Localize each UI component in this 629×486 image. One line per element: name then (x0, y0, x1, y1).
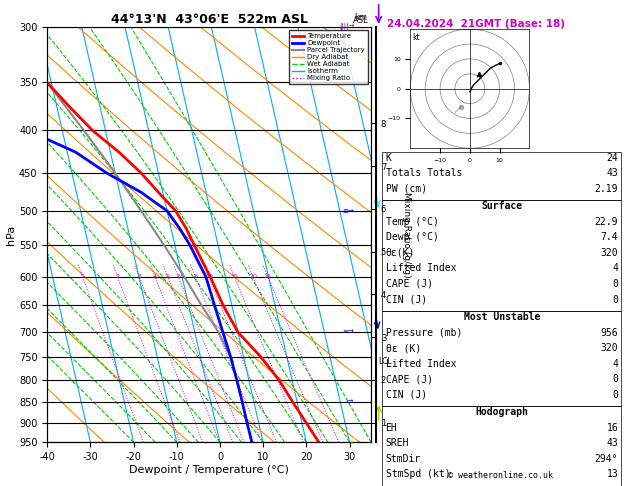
Text: PW (cm): PW (cm) (386, 184, 426, 194)
Text: 4: 4 (613, 359, 618, 369)
X-axis label: Dewpoint / Temperature (°C): Dewpoint / Temperature (°C) (129, 465, 289, 475)
Text: CIN (J): CIN (J) (386, 390, 426, 400)
Text: 24.04.2024  21GMT (Base: 18): 24.04.2024 21GMT (Base: 18) (387, 19, 565, 30)
Text: 0: 0 (613, 374, 618, 384)
Text: 0: 0 (613, 279, 618, 289)
Text: 6: 6 (176, 274, 180, 279)
Text: 2.19: 2.19 (595, 184, 618, 194)
Text: K: K (386, 153, 391, 163)
Y-axis label: hPa: hPa (6, 225, 16, 244)
Text: StmDir: StmDir (386, 454, 421, 464)
Title: 44°13'N  43°06'E  522m ASL: 44°13'N 43°06'E 522m ASL (111, 13, 308, 26)
Text: 2: 2 (116, 274, 120, 279)
Text: 43: 43 (606, 168, 618, 178)
Text: θε (K): θε (K) (386, 343, 421, 353)
Text: 294°: 294° (595, 454, 618, 464)
Text: -→: -→ (346, 399, 354, 405)
Text: Lifted Index: Lifted Index (386, 359, 456, 369)
Text: 956: 956 (601, 328, 618, 338)
Text: © weatheronline.co.uk: © weatheronline.co.uk (448, 471, 552, 480)
Text: kt: kt (413, 33, 420, 42)
Text: 20: 20 (249, 274, 257, 279)
Legend: Temperature, Dewpoint, Parcel Trajectory, Dry Adiabat, Wet Adiabat, Isotherm, Mi: Temperature, Dewpoint, Parcel Trajectory… (289, 30, 367, 84)
Text: SREH: SREH (386, 438, 409, 449)
Text: 0: 0 (613, 390, 618, 400)
Text: 320: 320 (601, 343, 618, 353)
Text: 4: 4 (613, 263, 618, 274)
Text: CAPE (J): CAPE (J) (386, 279, 433, 289)
Text: 24: 24 (606, 153, 618, 163)
Text: 8: 8 (193, 274, 198, 279)
Text: 3: 3 (137, 274, 141, 279)
Text: 16: 16 (606, 423, 618, 433)
Text: 25: 25 (264, 274, 272, 279)
Text: CAPE (J): CAPE (J) (386, 374, 433, 384)
Text: Most Unstable: Most Unstable (464, 312, 540, 322)
Text: θε(K): θε(K) (386, 248, 415, 258)
Text: Dewp (°C): Dewp (°C) (386, 232, 438, 243)
Text: ||||→: ||||→ (339, 23, 354, 30)
Text: ASL: ASL (353, 16, 368, 25)
Text: 1: 1 (81, 274, 84, 279)
Text: Hodograph: Hodograph (476, 407, 528, 417)
Text: 10: 10 (205, 274, 213, 279)
Text: CIN (J): CIN (J) (386, 295, 426, 305)
Text: LCL: LCL (378, 357, 392, 366)
Y-axis label: Mixing Ratio (g/kg): Mixing Ratio (g/kg) (402, 191, 411, 278)
Text: Surface: Surface (481, 201, 523, 211)
Text: 4: 4 (153, 274, 157, 279)
Text: 7.4: 7.4 (601, 232, 618, 243)
Text: Totals Totals: Totals Totals (386, 168, 462, 178)
Text: ≡→: ≡→ (342, 208, 354, 214)
Text: Pressure (mb): Pressure (mb) (386, 328, 462, 338)
Text: EH: EH (386, 423, 398, 433)
Text: Lifted Index: Lifted Index (386, 263, 456, 274)
Text: 43: 43 (606, 438, 618, 449)
Text: 320: 320 (601, 248, 618, 258)
Text: StmSpd (kt): StmSpd (kt) (386, 469, 450, 480)
Text: =→: =→ (342, 329, 354, 335)
Text: 5: 5 (166, 274, 170, 279)
Text: 22.9: 22.9 (595, 217, 618, 227)
Text: 0: 0 (613, 295, 618, 305)
Text: km: km (354, 13, 367, 22)
Text: 15: 15 (231, 274, 238, 279)
Text: ↓: ↓ (348, 439, 354, 445)
Text: 13: 13 (606, 469, 618, 480)
Text: Temp (°C): Temp (°C) (386, 217, 438, 227)
